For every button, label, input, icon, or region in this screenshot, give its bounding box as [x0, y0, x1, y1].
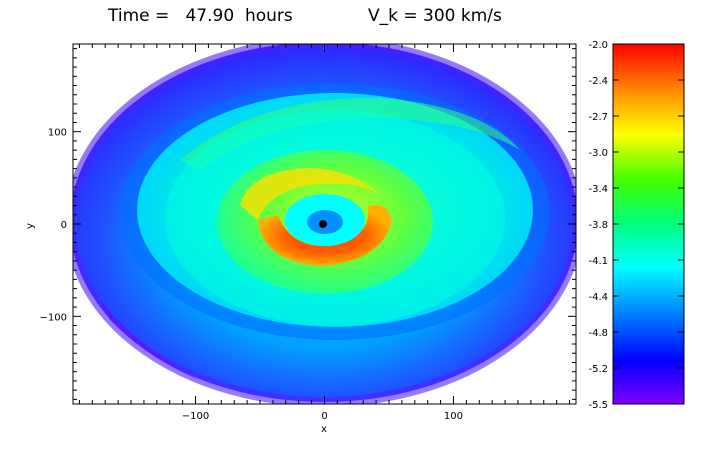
colorbar-label: -4.4 [588, 292, 608, 303]
velocity-label: V_k = 300 km/s [368, 6, 502, 26]
y-tick-label: 100 [48, 128, 67, 139]
y-tick-label: −100 [40, 312, 67, 323]
colorbar-label: -3.4 [588, 184, 608, 195]
x-axis-label: x [321, 424, 327, 435]
colorbar-label: -3.8 [588, 220, 608, 231]
plot-title: Time = 47.90 hours V_k = 300 km/s [0, 0, 720, 40]
colorbar-label: -2.4 [588, 76, 608, 87]
central-object [319, 220, 327, 228]
x-tick-label: 100 [444, 411, 463, 422]
y-tick-label: 0 [61, 220, 67, 231]
colorbar-label: -4.1 [588, 256, 608, 267]
x-tick-label: −100 [182, 411, 209, 422]
disk-image [73, 44, 576, 404]
colorbar-ticks: -2.0 -2.4 -2.7 -3.0 -3.4 -3.8 -4.1 -4.4 -4.8 -5.2… [588, 40, 684, 411]
hot-spiral-arm [258, 204, 392, 266]
colorbar-label: -4.8 [588, 328, 608, 339]
axis-ticks: −100 0 100 −100 0 100 [40, 44, 576, 422]
y-axis-label: y [25, 223, 36, 229]
colorbar-label: -2.0 [588, 40, 608, 51]
colorbar [612, 43, 685, 405]
upper-green-band [180, 97, 520, 170]
colorbar-label: -5.5 [588, 400, 608, 411]
x-tick-label: 0 [321, 411, 327, 422]
time-label: Time = 47.90 hours [108, 6, 293, 26]
colorbar-label: -5.2 [588, 364, 608, 375]
colorbar-label: -2.7 [588, 112, 608, 123]
yellow-spiral-arm [240, 168, 392, 220]
colorbar-label: -3.0 [588, 148, 608, 159]
